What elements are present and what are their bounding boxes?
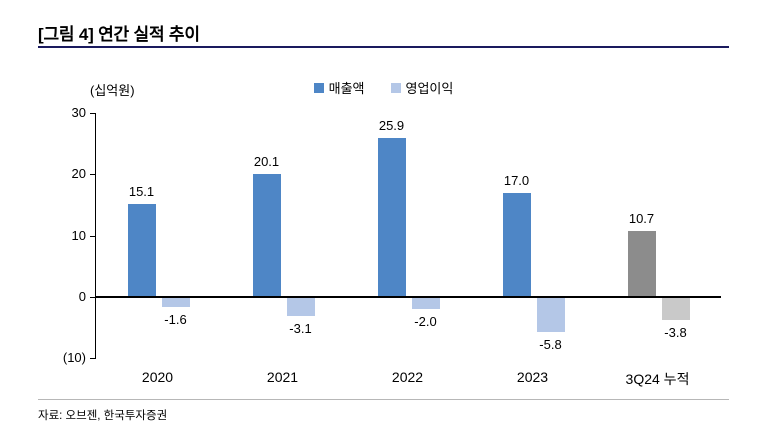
bar-operating-profit-2020	[161, 296, 190, 307]
y-axis-tick-mark	[90, 174, 96, 176]
bar-operating-profit-3Q24 누적	[661, 296, 690, 321]
bar-value-label: 20.1	[253, 153, 280, 169]
chart-legend: 매출액 영업이익	[0, 78, 767, 97]
y-axis-tick-mark	[90, 235, 96, 237]
bar-value-label: 10.7	[628, 211, 655, 227]
legend-item-operating-profit: 영업이익	[390, 78, 454, 97]
legend-item-revenue: 매출액	[313, 78, 365, 97]
bar-value-label: 17.0	[503, 172, 530, 188]
plot-area: 15.1 20.1 25.9 17.0 10.7 -1.6 -3.1 -2.0 -5.8 -3.8	[90, 113, 721, 359]
bar-revenue-2022	[377, 138, 406, 297]
y-axis: 30 20 10 0 (10)	[38, 106, 86, 365]
bar-revenue-2021	[252, 173, 281, 297]
y-axis-tick-label: 0	[78, 288, 86, 304]
bar-operating-profit-2021	[286, 296, 315, 316]
bar-value-label: 15.1	[128, 184, 155, 200]
source-note: 자료: 오브젠, 한국투자증권	[38, 410, 168, 422]
x-axis-label-2022: 2022	[391, 369, 424, 385]
y-axis-tick-label: 30	[71, 105, 86, 120]
bar-revenue-2023	[502, 192, 531, 297]
bar-value-label: -2.0	[414, 314, 437, 329]
y-axis-tick-label: 10	[71, 227, 86, 243]
bar-value-label: -1.6	[164, 311, 187, 327]
bar-value-label: 25.9	[378, 118, 405, 134]
bar-revenue-3Q24 누적	[627, 231, 656, 297]
x-axis-label-3Q24 누적: 3Q24 누적	[625, 371, 690, 387]
footer-rule	[38, 399, 729, 400]
bar-operating-profit-2022	[411, 296, 440, 309]
legend-label-operating-profit: 영업이익	[405, 81, 454, 96]
y-axis-tick-mark	[90, 296, 96, 298]
y-axis-tick-label: 20	[71, 166, 86, 182]
zero-axis-line	[96, 295, 721, 298]
y-axis-unit-label: (십억원)	[90, 83, 135, 98]
x-axis-label-2020: 2020	[141, 369, 174, 385]
bar-revenue-2020	[127, 204, 156, 297]
title-rule	[38, 46, 729, 48]
bar-value-label: -3.8	[664, 325, 687, 341]
y-axis-tick-mark	[90, 358, 96, 359]
x-axis: 2020 2021 2022 2023 3Q24 누적	[95, 369, 720, 389]
legend-swatch-revenue	[313, 82, 324, 93]
y-axis-tick-mark	[90, 113, 96, 114]
x-axis-label-2021: 2021	[266, 369, 299, 385]
bar-value-label: -5.8	[539, 337, 562, 353]
legend-label-revenue: 매출액	[328, 81, 365, 96]
figure-title: [그림 4] 연간 실적 추이	[38, 25, 200, 44]
y-axis-tick-label: (10)	[62, 350, 86, 365]
bar-operating-profit-2023	[536, 296, 565, 333]
bar-value-label: -3.1	[289, 320, 312, 336]
legend-swatch-operating-profit	[390, 82, 401, 93]
x-axis-label-2023: 2023	[516, 369, 549, 385]
